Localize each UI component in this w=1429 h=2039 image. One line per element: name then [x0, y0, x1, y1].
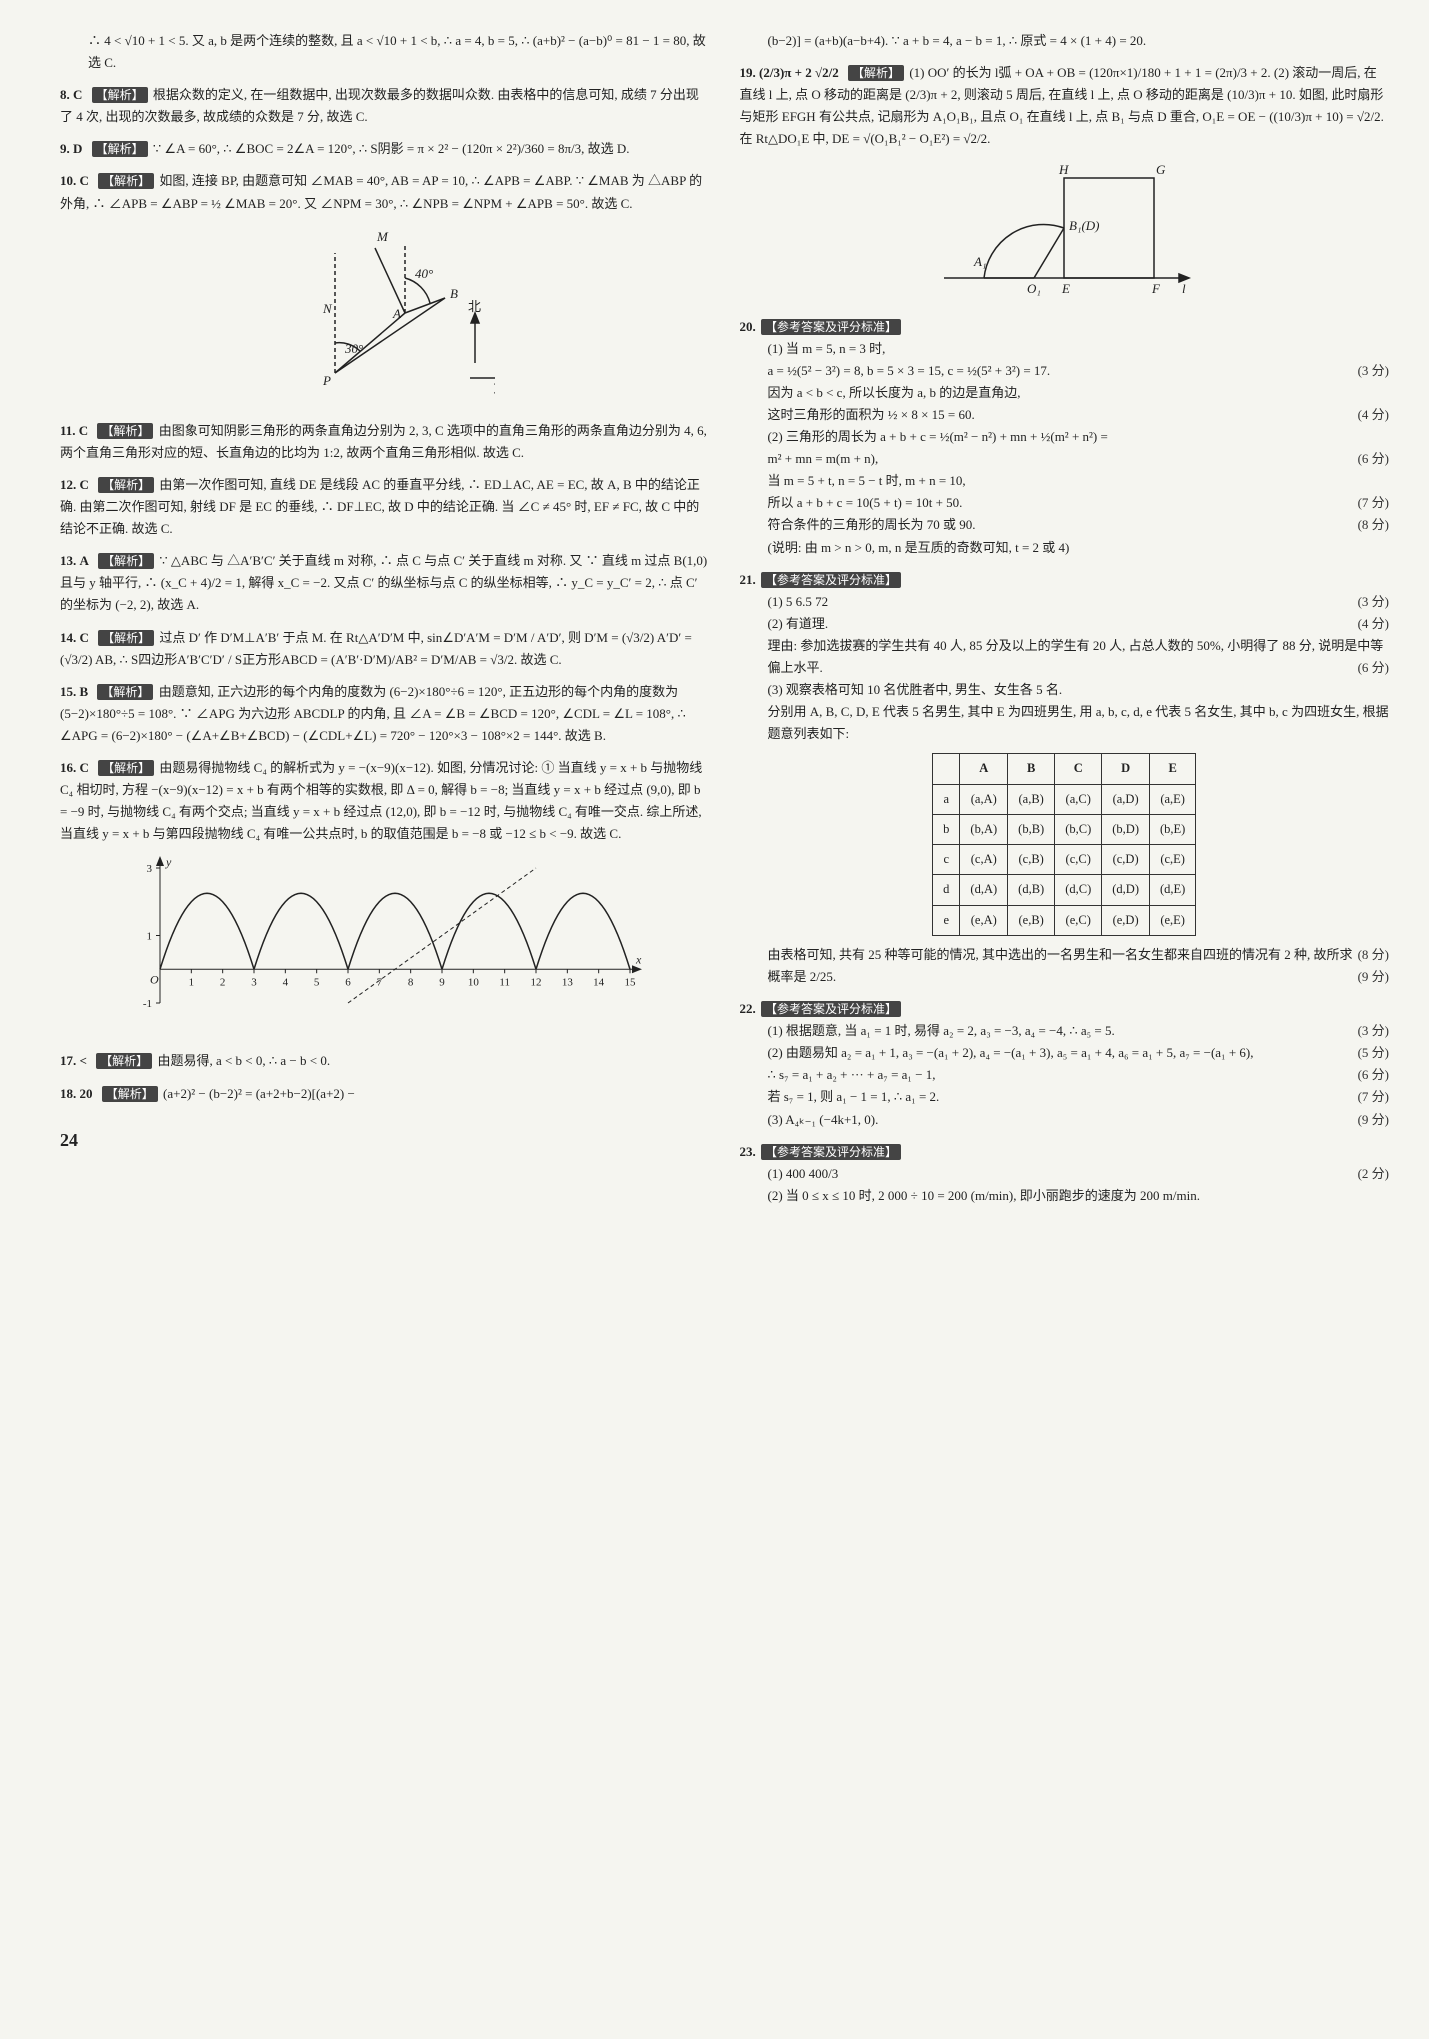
svg-text:30°: 30°: [344, 341, 363, 356]
svg-text:y: y: [165, 855, 172, 869]
item-10: 10. C 【解析】 如图, 连接 BP, 由题意可知 ∠MAB = 40°, …: [60, 170, 710, 409]
answer-line: ∴ s₇ = a₁ + a₂ + ··· + a₇ = a₁ − 1,(6 分): [740, 1064, 1390, 1086]
item-21: 21. 【参考答案及评分标准】 (1) 5 6.5 72(3 分)(2) 有道理…: [740, 569, 1390, 988]
answer-line: (2) 当 0 ≤ x ≤ 10 时, 2 000 ÷ 10 = 200 (m/…: [740, 1185, 1390, 1207]
svg-text:北: 北: [468, 299, 481, 314]
svg-text:3: 3: [251, 977, 257, 989]
answer-line: (说明: 由 m > n > 0, m, n 是互质的奇数可知, t = 2 或…: [740, 537, 1390, 559]
answer-line: (3) 观察表格可知 10 名优胜者中, 男生、女生各 5 名.: [740, 679, 1390, 701]
svg-text:6: 6: [345, 977, 351, 989]
analysis-tag: 【解析】: [92, 87, 148, 103]
answer-line: 这时三角形的面积为 ½ × 8 × 15 = 60.(4 分): [740, 404, 1390, 426]
item-ans: C: [73, 87, 82, 102]
svg-text:G: G: [1156, 162, 1166, 177]
svg-text:O₁: O₁: [1027, 281, 1041, 296]
svg-text:15: 15: [624, 977, 636, 989]
answer-line: 理由: 参加选拔赛的学生共有 40 人, 85 分及以上的学生有 20 人, 占…: [740, 635, 1390, 679]
right-column: (b−2)] = (a+b)(a−b+4). ∵ a + b = 4, a − …: [740, 30, 1390, 1217]
answer-line: (3) A₄ₖ₋₁ (−4k+1, 0).(9 分): [740, 1109, 1390, 1131]
answer-line: 若 s₇ = 1, 则 a₁ − 1 = 1, ∴ a₁ = 2.(7 分): [740, 1086, 1390, 1108]
answer-line: 因为 a < b < c, 所以长度为 a, b 的边是直角边,: [740, 382, 1390, 404]
answer-line: (1) 根据题意, 当 a₁ = 1 时, 易得 a₂ = 2, a₃ = −3…: [740, 1020, 1390, 1042]
svg-text:40°: 40°: [415, 266, 433, 281]
answer-line: 当 m = 5 + t, n = 5 − t 时, m + n = 10,: [740, 470, 1390, 492]
svg-text:9: 9: [439, 977, 445, 989]
svg-text:E: E: [1061, 281, 1070, 296]
answer-line: (2) 由题易知 a₂ = a₁ + 1, a₃ = −(a₁ + 2), a₄…: [740, 1042, 1390, 1064]
svg-text:-1: -1: [143, 998, 152, 1010]
svg-text:12: 12: [530, 977, 541, 989]
svg-text:8: 8: [408, 977, 414, 989]
item-10-diagram: M B A N P 40° 30° 北 东: [60, 223, 710, 410]
answer-line: (1) 5 6.5 72(3 分): [740, 591, 1390, 613]
item-16-chart: 123456789101112131415-113Oyx: [60, 853, 710, 1040]
svg-text:l: l: [1182, 281, 1186, 296]
item-23: 23. 【参考答案及评分标准】 (1) 400 400/3(2 分)(2) 当 …: [740, 1141, 1390, 1207]
svg-text:4: 4: [282, 977, 288, 989]
answer-line: (2) 有道理.(4 分): [740, 613, 1390, 635]
item-18: 18. 20 【解析】 (a+2)² − (b−2)² = (a+2+b−2)[…: [60, 1083, 710, 1105]
item-19: 19. (2/3)π + 2 √2/2 【解析】 (1) OO′ 的长为 l弧 …: [740, 62, 1390, 305]
item-13: 13. A 【解析】 ∵ △ABC 与 △A′B′C′ 关于直线 m 对称, ∴…: [60, 550, 710, 616]
left-column: ∴ 4 < √10 + 1 < 5. 又 a, b 是两个连续的整数, 且 a …: [60, 30, 710, 1217]
svg-text:5: 5: [314, 977, 320, 989]
answer-line: 分别用 A, B, C, D, E 代表 5 名男生, 其中 E 为四班男生, …: [740, 701, 1390, 745]
svg-text:1: 1: [188, 977, 194, 989]
item-22: 22. 【参考答案及评分标准】 (1) 根据题意, 当 a₁ = 1 时, 易得…: [740, 998, 1390, 1131]
svg-text:P: P: [322, 373, 331, 388]
page-number: 24: [60, 1125, 710, 1156]
pairs-table: ABCDEa(a,A)(a,B)(a,C)(a,D)(a,E)b(b,A)(b,…: [932, 753, 1196, 936]
answer-line: (1) 当 m = 5, n = 3 时,: [740, 338, 1390, 360]
answer-line: (1) 400 400/3(2 分): [740, 1163, 1390, 1185]
page-columns: ∴ 4 < √10 + 1 < 5. 又 a, b 是两个连续的整数, 且 a …: [60, 30, 1389, 1217]
item-12: 12. C 【解析】 由第一次作图可知, 直线 DE 是线段 AC 的垂直平分线…: [60, 474, 710, 540]
item-16: 16. C 【解析】 由题易得抛物线 C₄ 的解析式为 y = −(x−9)(x…: [60, 757, 710, 1040]
item-9: 9. D 【解析】 ∵ ∠A = 60°, ∴ ∠BOC = 2∠A = 120…: [60, 138, 710, 160]
item-20: 20. 【参考答案及评分标准】 (1) 当 m = 5, n = 3 时,a =…: [740, 316, 1390, 559]
svg-text:11: 11: [499, 977, 510, 989]
answer-line: m² + mn = m(m + n),(6 分): [740, 448, 1390, 470]
item-11: 11. C 【解析】 由图象可知阴影三角形的两条直角边分别为 2, 3, C 选…: [60, 420, 710, 464]
svg-text:东: 东: [493, 381, 495, 396]
item-8: 8. C 【解析】 根据众数的定义, 在一组数据中, 出现次数最多的数据叫众数.…: [60, 84, 710, 128]
svg-text:A: A: [392, 306, 401, 321]
svg-text:F: F: [1151, 281, 1161, 296]
svg-text:10: 10: [468, 977, 480, 989]
item-text: 根据众数的定义, 在一组数据中, 出现次数最多的数据叫众数. 由表格中的信息可知…: [60, 87, 699, 124]
svg-text:2: 2: [220, 977, 226, 989]
svg-text:13: 13: [562, 977, 574, 989]
answer-line: (2) 三角形的周长为 a + b + c = ½(m² − n²) + mn …: [740, 426, 1390, 448]
answer-line: 符合条件的三角形的周长为 70 或 90.(8 分): [740, 514, 1390, 536]
answer-line: 由表格可知, 共有 25 种等可能的情况, 其中选出的一名男生和一名女生都来自四…: [740, 944, 1390, 988]
item-7-tail: ∴ 4 < √10 + 1 < 5. 又 a, b 是两个连续的整数, 且 a …: [60, 30, 710, 74]
item-14: 14. C 【解析】 过点 D′ 作 D′M⊥A′B′ 于点 M. 在 Rt△A…: [60, 627, 710, 671]
item-num: 8.: [60, 87, 70, 102]
answer-line: a = ½(5² − 3²) = 8, b = 5 × 3 = 15, c = …: [740, 360, 1390, 382]
svg-text:H: H: [1058, 162, 1069, 177]
svg-text:B₁(D): B₁(D): [1069, 218, 1100, 233]
item-15: 15. B 【解析】 由题意知, 正六边形的每个内角的度数为 (6−2)×180…: [60, 681, 710, 747]
svg-text:14: 14: [593, 977, 605, 989]
answer-line: 所以 a + b + c = 10(5 + t) = 10t + 50.(7 分…: [740, 492, 1390, 514]
svg-text:A₁: A₁: [973, 254, 986, 269]
svg-text:M: M: [376, 229, 389, 244]
svg-text:1: 1: [146, 931, 152, 943]
svg-text:3: 3: [146, 863, 152, 875]
svg-text:O: O: [150, 973, 159, 987]
svg-text:N: N: [322, 301, 333, 316]
svg-text:B: B: [450, 286, 458, 301]
svg-text:x: x: [635, 953, 642, 967]
item-17: 17. < 【解析】 由题易得, a < b < 0, ∴ a − b < 0.: [60, 1050, 710, 1072]
item-19-diagram: H G A₁ B₁(D) O₁ E F l: [740, 158, 1390, 305]
item-18-tail: (b−2)] = (a+b)(a−b+4). ∵ a + b = 4, a − …: [740, 30, 1390, 52]
